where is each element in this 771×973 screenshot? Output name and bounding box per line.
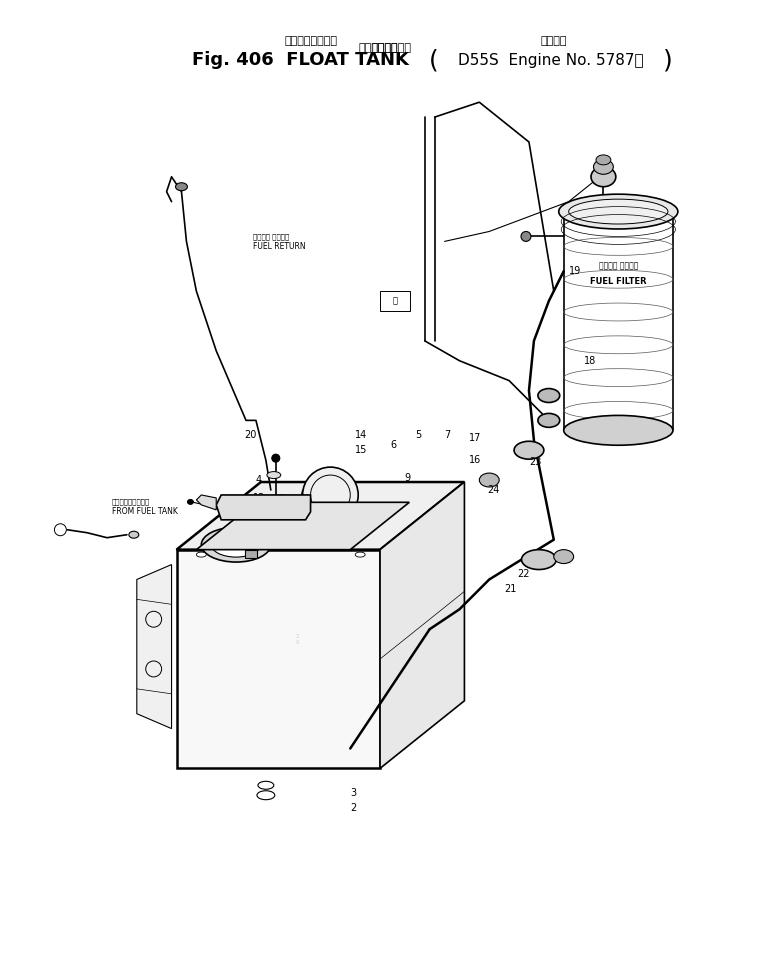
Text: 21: 21 [504, 585, 517, 595]
Ellipse shape [480, 473, 499, 487]
Text: 18: 18 [584, 356, 596, 366]
Ellipse shape [257, 791, 274, 800]
Ellipse shape [521, 550, 556, 569]
Text: (: ( [429, 49, 439, 72]
Text: 9: 9 [405, 473, 411, 483]
Ellipse shape [129, 531, 139, 538]
Text: 矢: 矢 [392, 297, 397, 306]
Text: 13: 13 [253, 493, 265, 503]
Ellipse shape [538, 414, 560, 427]
Bar [246, 520, 256, 538]
Ellipse shape [176, 183, 187, 191]
Polygon shape [216, 495, 311, 520]
Polygon shape [177, 482, 464, 550]
Text: 適用号機: 適用号機 [372, 43, 399, 53]
Ellipse shape [197, 552, 207, 558]
Polygon shape [197, 502, 409, 550]
Ellipse shape [596, 155, 611, 164]
Circle shape [302, 467, 359, 523]
Polygon shape [177, 550, 380, 769]
Text: 3: 3 [350, 788, 356, 798]
Text: 22: 22 [517, 569, 530, 580]
Ellipse shape [272, 454, 280, 462]
Ellipse shape [273, 514, 283, 519]
Text: 5: 5 [415, 430, 421, 441]
Ellipse shape [554, 550, 574, 563]
Text: 20: 20 [244, 430, 257, 441]
Bar [245, 550, 257, 558]
Text: 2
0: 2 0 [296, 633, 299, 644]
Ellipse shape [258, 781, 274, 789]
Text: フュエル リターン: フュエル リターン [253, 234, 289, 239]
Text: 19: 19 [569, 267, 581, 276]
Text: 適用号機: 適用号機 [540, 36, 567, 46]
Ellipse shape [569, 199, 668, 224]
Text: 4: 4 [256, 475, 262, 485]
Text: フロート　タンク: フロート タンク [359, 43, 412, 53]
Text: D55S  Engine No. 5787～: D55S Engine No. 5787～ [458, 53, 644, 68]
Text: FUEL RETURN: FUEL RETURN [253, 242, 305, 251]
Text: 14: 14 [355, 430, 368, 441]
Polygon shape [197, 495, 216, 510]
Text: フュエルタンクより: フュエルタンクより [112, 498, 150, 505]
Ellipse shape [514, 442, 544, 459]
Text: 17: 17 [470, 433, 482, 444]
Text: 2: 2 [350, 803, 356, 813]
Text: 24: 24 [487, 485, 500, 495]
Text: FROM FUEL TANK: FROM FUEL TANK [112, 507, 178, 517]
Ellipse shape [267, 472, 281, 479]
Bar [247, 538, 255, 550]
Ellipse shape [538, 388, 560, 403]
Text: 8: 8 [251, 500, 257, 510]
Text: 11: 11 [259, 517, 271, 526]
Ellipse shape [521, 232, 531, 241]
Text: 6: 6 [390, 440, 396, 450]
Text: 23: 23 [529, 457, 541, 467]
Ellipse shape [211, 532, 261, 558]
Ellipse shape [201, 527, 271, 562]
Ellipse shape [187, 499, 194, 504]
Text: 15: 15 [355, 446, 368, 455]
Text: 12: 12 [259, 527, 271, 538]
Ellipse shape [564, 415, 673, 446]
Ellipse shape [559, 195, 678, 229]
Ellipse shape [594, 160, 614, 174]
Text: 10: 10 [259, 505, 271, 515]
Text: FUEL FILTER: FUEL FILTER [590, 276, 647, 286]
Bar [380, 291, 410, 311]
Text: ): ) [663, 49, 673, 72]
Ellipse shape [362, 514, 372, 519]
Ellipse shape [355, 552, 365, 558]
Polygon shape [136, 564, 172, 729]
Text: フロート　タンク: フロート タンク [284, 36, 337, 46]
Text: 16: 16 [470, 455, 482, 465]
Text: 7: 7 [445, 430, 451, 441]
Ellipse shape [591, 166, 616, 187]
Text: フュエル フィルタ: フュエル フィルタ [598, 262, 638, 270]
Polygon shape [380, 482, 464, 769]
Text: Fig. 406  FLOAT TANK: Fig. 406 FLOAT TANK [192, 52, 409, 69]
